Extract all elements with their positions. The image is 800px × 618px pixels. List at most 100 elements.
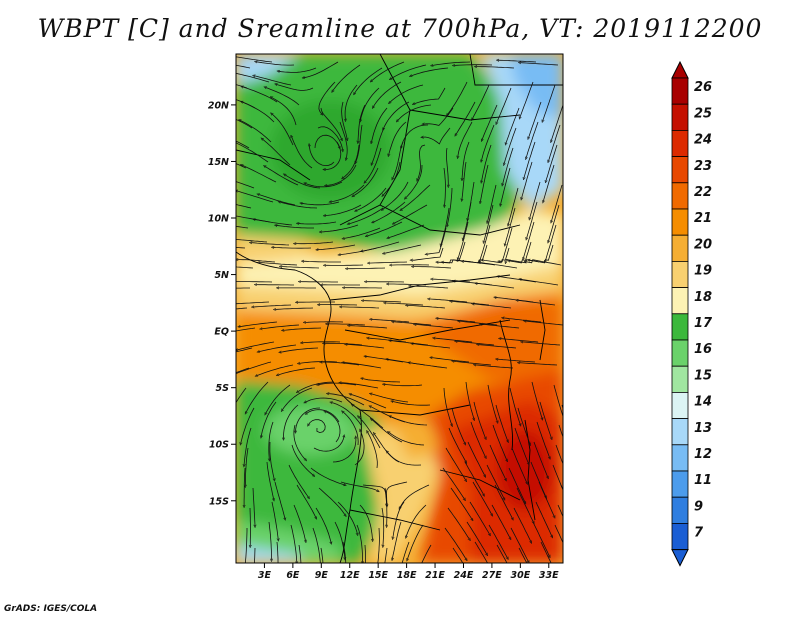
colorbar-label: 15 (694, 368, 712, 383)
streamline (561, 404, 563, 410)
streamline (401, 124, 429, 148)
streamline (295, 241, 334, 244)
streamline (237, 341, 275, 350)
colorbar-swatch (671, 103, 689, 131)
streamline (390, 64, 427, 79)
streamline (244, 528, 248, 563)
streamline (358, 417, 381, 449)
streamline (327, 324, 366, 325)
colorbar-swatch (671, 182, 689, 210)
colorbar-label: 9 (694, 499, 703, 514)
streamline (236, 387, 247, 404)
streamline (523, 221, 535, 259)
streamline (362, 241, 400, 251)
streamline (246, 381, 269, 413)
streamline (498, 60, 537, 63)
streamline (350, 394, 387, 409)
streamline (393, 204, 428, 224)
streamline (236, 301, 270, 305)
streamline (324, 141, 342, 170)
streamline (532, 521, 550, 557)
streamline (481, 124, 495, 161)
colorbar-label: 26 (694, 80, 712, 95)
streamline (466, 521, 487, 555)
streamline (265, 384, 291, 414)
streamline (317, 244, 356, 250)
lon-tick-label: 27E (482, 570, 502, 581)
streamline (484, 204, 494, 242)
streamline (486, 464, 504, 499)
streamline (529, 244, 554, 264)
streamline (312, 527, 321, 563)
streamline (462, 161, 467, 200)
streamline (276, 541, 279, 563)
streamline (303, 261, 341, 262)
lat-tick-label: 10N (208, 214, 229, 225)
streamline (442, 467, 465, 500)
streamline (393, 322, 432, 326)
streamline (467, 441, 485, 476)
streamline (482, 104, 498, 140)
streamline (384, 547, 388, 563)
streamline (469, 501, 490, 535)
streamline (321, 362, 360, 366)
streamline (509, 241, 532, 264)
streamline (526, 201, 538, 239)
streamline (495, 404, 508, 442)
streamline (348, 207, 384, 224)
streamline (306, 409, 340, 423)
colorbar-label: 20 (694, 237, 712, 252)
streamline (371, 419, 403, 443)
colorbar-swatch (671, 129, 689, 157)
streamline (293, 424, 306, 460)
streamline (383, 161, 401, 196)
streamline (533, 441, 548, 478)
lat-tick-label: 5N (214, 270, 229, 281)
streamline (401, 184, 431, 210)
streamline (479, 262, 518, 269)
streamline (268, 521, 272, 560)
streamline (343, 227, 381, 239)
streamline (479, 224, 491, 262)
lat-tick-label: 10S (209, 440, 229, 451)
streamline (372, 127, 385, 164)
streamline (236, 361, 272, 374)
streamline (314, 134, 340, 148)
streamline (356, 524, 363, 563)
grads-credit: GrADS: IGES/COLA (4, 604, 98, 614)
streamline (237, 260, 276, 263)
streamline (281, 266, 320, 269)
streamline (371, 61, 405, 81)
streamline (332, 64, 361, 91)
streamline (405, 164, 423, 198)
streamline (510, 527, 529, 562)
streamline (328, 394, 365, 406)
colorbar-swatch (671, 234, 689, 262)
streamline (387, 452, 422, 466)
map-frame (235, 53, 564, 564)
streamline (365, 147, 382, 182)
colorbar-swatch (671, 418, 689, 446)
lat-tick-label: 15N (208, 157, 229, 168)
streamline (310, 467, 345, 485)
streamline (444, 527, 467, 560)
streamline (371, 394, 409, 403)
colorbar-swatch (671, 444, 689, 472)
streamline (452, 547, 464, 563)
streamline (508, 467, 525, 503)
streamline (520, 81, 534, 118)
streamline (522, 342, 561, 346)
streamline (320, 547, 324, 563)
streamline (389, 121, 407, 155)
lon-tick-label: 30E (510, 570, 530, 581)
streamline (269, 441, 275, 480)
streamline (409, 363, 448, 369)
streamline (236, 56, 273, 63)
streamline (343, 144, 360, 178)
streamline (407, 305, 446, 309)
streamline (241, 407, 255, 444)
streamline (499, 227, 513, 262)
streamline (261, 401, 277, 437)
streamline (445, 447, 466, 481)
